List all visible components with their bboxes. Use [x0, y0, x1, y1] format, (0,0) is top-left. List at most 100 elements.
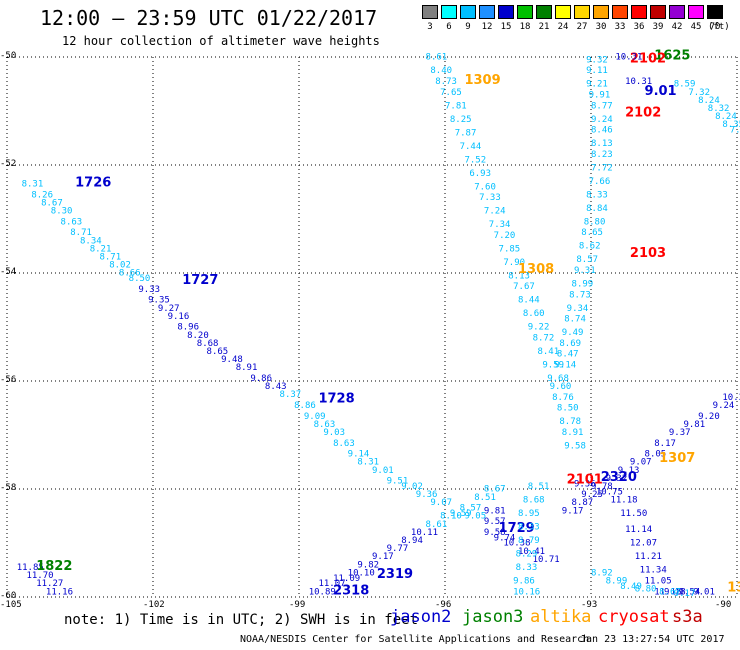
wave-height-value: 8.57 [576, 255, 598, 265]
wave-height-value: 7.51 [730, 126, 740, 136]
wave-height-value: 7.32 [688, 88, 710, 98]
wave-height-value: 9.27 [158, 304, 180, 314]
wave-height-value: 8.84 [586, 204, 608, 214]
legend-jason3: jason3 [462, 607, 524, 627]
wave-height-value: 8.21 [90, 244, 112, 254]
pass-time-label: 2320 [601, 470, 637, 485]
pass-time-label: 2102 [630, 51, 666, 66]
wave-height-value: 9.11 [586, 66, 608, 76]
wave-height-value: 9.32 [606, 474, 628, 484]
pass-time-label: 9.01 [645, 84, 677, 99]
wave-height-value: 10.41 [518, 547, 545, 557]
lon-tick-label: -90 [715, 600, 732, 610]
lat-tick-label: -60 [0, 591, 17, 601]
scale-swatch [574, 5, 590, 19]
wave-height-value: 9.57 [484, 517, 506, 527]
wave-height-value: 8.05 [645, 450, 667, 460]
wave-height-value: 9.58 [484, 528, 506, 538]
wave-height-value: 8.24 [698, 96, 720, 106]
wave-height-value: 9.35 [148, 296, 170, 306]
wave-height-value: 8.80 [584, 217, 606, 227]
lon-tick-label: -99 [289, 600, 306, 610]
wave-height-value: 7.90 [503, 258, 525, 268]
wave-height-value: 8.32 [708, 104, 730, 114]
wave-height-value: 11.14 [625, 525, 652, 535]
scale-swatch [707, 5, 723, 19]
scale-swatch [631, 5, 647, 19]
wave-height-value: 8.99 [606, 577, 628, 587]
lon-tick-label: -93 [581, 600, 598, 610]
wave-height-value: 7.85 [499, 244, 521, 254]
lat-tick-label: -54 [0, 267, 17, 277]
scale-label: 6 [446, 22, 452, 32]
wave-height-value: 8.10 [440, 512, 462, 522]
note-text: note: 1) Time is in UTC; 2) SWH is in fe… [64, 612, 419, 628]
wave-height-value: 8.59 [674, 80, 696, 90]
wave-height-value: 9.24 [713, 401, 735, 411]
lat-tick-label: -58 [0, 483, 17, 493]
wave-height-value: 9.58 [564, 442, 586, 452]
credit-text: NOAA/NESDIS Center for Satellite Applica… [240, 634, 590, 645]
pass-time-label: 2103 [630, 246, 666, 261]
wave-height-value: 9.49 [562, 328, 584, 338]
wave-height-value: 8.94 [401, 536, 423, 546]
legend-cryosat: cryosat [598, 607, 670, 627]
wave-height-value: 8.02 [109, 261, 131, 271]
scale-swatch [688, 5, 704, 19]
wave-height-value: 8.13 [508, 271, 530, 281]
wave-height-value: 11.18 [654, 587, 681, 597]
wave-height-value: 8.65 [207, 347, 229, 357]
wave-height-value: 8.46 [591, 126, 613, 136]
scale-swatch [650, 5, 666, 19]
lat-tick-label: -56 [0, 375, 17, 385]
wave-height-value: 8.33 [518, 523, 540, 533]
wave-height-value: 9.07 [630, 458, 652, 468]
scale-label: 45 [690, 22, 702, 32]
wave-height-value: 9.68 [547, 374, 569, 384]
wave-height-value: 9.59 [542, 361, 564, 371]
wave-height-value: 9.14 [555, 361, 577, 371]
wave-height-value: 8.23 [591, 150, 613, 160]
wave-height-value: 6.93 [469, 169, 491, 179]
wave-height-value: 9.17 [562, 506, 584, 516]
wave-height-value: 8.96 [177, 323, 199, 333]
wave-height-value: 9.48 [221, 355, 243, 365]
wave-height-value: 10.31 [615, 53, 642, 63]
wave-height-value: 8.71 [99, 253, 121, 263]
wave-height-value: 9.13 [618, 466, 640, 476]
wave-height-value: 8.99 [572, 280, 594, 290]
wave-height-value: 8.41 [537, 347, 559, 357]
wave-height-value: 8.61 [426, 53, 448, 63]
scale-label: 18 [519, 22, 531, 32]
scale-label: 12 [481, 22, 493, 32]
scale-label: 24 [557, 22, 569, 32]
wave-height-value: 8.72 [533, 334, 555, 344]
wave-height-value: 11.09 [333, 574, 360, 584]
wave-height-value: 8.35 [722, 120, 740, 130]
wave-height-value: 8.91 [236, 363, 258, 373]
scale-swatch [536, 5, 552, 19]
wave-height-value: 11.21 [635, 552, 662, 562]
wave-height-value: 8.40 [430, 66, 452, 76]
wave-height-value: 7.34 [489, 220, 511, 230]
wave-height-value: 9.32 [586, 55, 608, 65]
wave-height-value: 9.33 [138, 285, 160, 295]
pass-time-label: 2101 [567, 473, 603, 488]
wave-height-value: 8.51 [474, 493, 496, 503]
wave-height-value: 7.52 [464, 155, 486, 165]
wave-height-value: 9.81 [683, 420, 705, 430]
wave-height-value: 8.91 [562, 428, 584, 438]
scale-label: 70 [709, 22, 721, 32]
wave-height-value: 8.31 [357, 458, 379, 468]
wave-height-value: 9.86 [250, 374, 272, 384]
wave-height-value: 9.60 [550, 382, 572, 392]
pass-time-label: 2319 [377, 567, 413, 582]
pass-time-label: 1728 [318, 392, 354, 407]
wave-height-value: 8.79 [518, 536, 540, 546]
scale-swatch [460, 5, 476, 19]
scale-label: 27 [576, 22, 588, 32]
wave-height-value: 9.01 [372, 466, 394, 476]
pass-time-label: 1308 [518, 262, 554, 277]
wave-height-value: 11.05 [645, 577, 672, 587]
